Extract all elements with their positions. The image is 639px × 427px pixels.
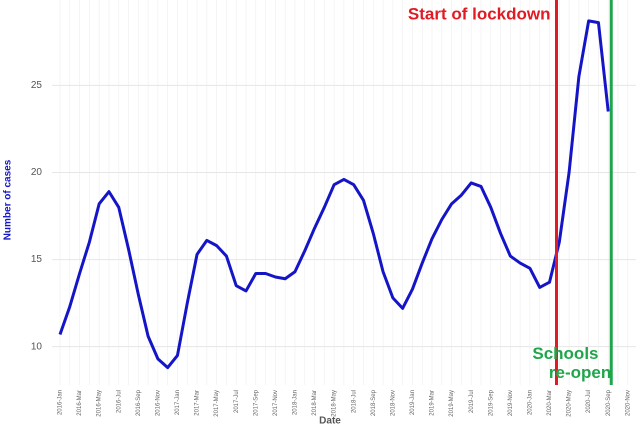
y-tick-label: 25 xyxy=(31,80,43,91)
x-tick-label: 2017-Mar xyxy=(195,390,201,416)
x-tick-label: 2018-Nov xyxy=(390,390,396,416)
x-tick-label: 2020-May xyxy=(567,390,573,417)
x-tick-label: 2018-Mar xyxy=(312,390,318,416)
x-tick-label: 2016-May xyxy=(97,390,103,417)
x-tick-label: 2019-May xyxy=(449,390,455,417)
x-tick-label: 2019-Sep xyxy=(488,389,494,416)
data-line xyxy=(58,19,610,370)
x-tick-label: 2017-Jul xyxy=(234,390,240,413)
x-tick-label: 2016-Nov xyxy=(155,390,161,416)
x-axis-label: Date xyxy=(319,416,341,427)
x-tick-label: 2016-Sep xyxy=(136,389,142,416)
x-tick-label: 2017-Jan xyxy=(175,390,181,415)
y-tick-label: 20 xyxy=(31,167,43,178)
x-tick-label: 2016-Mar xyxy=(77,390,83,416)
annotation-text: Schools re-open xyxy=(532,344,611,382)
y-tick-label: 15 xyxy=(31,254,43,265)
x-tick-label: 2020-Jan xyxy=(527,390,533,415)
y-tick-label: 10 xyxy=(31,341,43,352)
x-tick-label: 2020-Mar xyxy=(547,390,553,416)
x-tick-label: 2019-Mar xyxy=(430,390,436,416)
x-tick-label: 2016-Jul xyxy=(116,390,122,413)
x-tick-label: 2019-Jan xyxy=(410,390,416,415)
x-tick-label: 2016-Jan xyxy=(58,390,64,415)
annotation-text: Start of lockdown xyxy=(408,4,551,23)
x-tick-label: 2018-Jan xyxy=(293,390,299,415)
x-tick-label: 2020-Jul xyxy=(586,390,592,413)
x-tick-label: 2018-Sep xyxy=(371,389,377,416)
y-axis-label: Number of cases xyxy=(3,159,14,240)
x-tick-label: 2018-May xyxy=(332,390,338,417)
x-tick-label: 2019-Jul xyxy=(469,390,475,413)
x-tick-label: 2017-May xyxy=(214,390,220,417)
x-tick-label: 2017-Sep xyxy=(253,389,259,416)
x-tick-label: 2017-Nov xyxy=(273,390,279,416)
x-tick-label: 2020-Nov xyxy=(625,390,631,416)
x-tick-label: 2020-Sep xyxy=(606,389,612,416)
x-tick-label: 2018-Jul xyxy=(351,390,357,413)
x-tick-label: 2019-Nov xyxy=(508,390,514,416)
